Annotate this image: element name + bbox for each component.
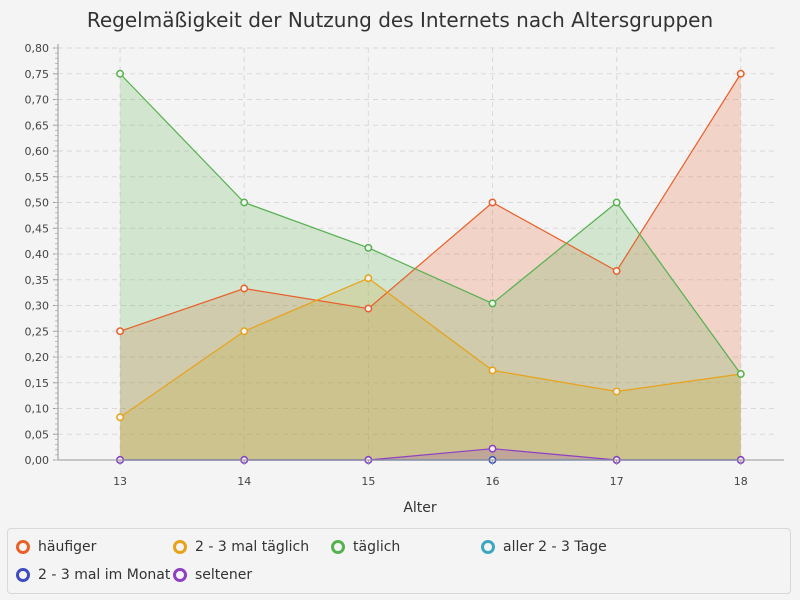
y-tick-label: 0,65 [25,119,50,132]
data-point [488,299,497,308]
y-tick-label: 0,00 [25,454,50,467]
data-point [612,267,621,275]
legend-item: häufiger [16,539,96,555]
y-tick-label: 0,05 [25,428,50,441]
data-point [612,198,621,207]
grid-lines [58,47,778,460]
x-tick-label: 15 [361,475,375,488]
axes: 0,00 0,05 0,10 0,15 0,20 0,25 0,30 0,35 0,40 0,45… [25,42,784,488]
y-tick-label: 0,45 [25,222,50,235]
area-2 [120,73,741,460]
data-point [240,284,249,293]
data-point [612,387,621,396]
x-tick-label: 13 [113,475,127,488]
y-tick-label: 0,15 [25,377,50,390]
data-point [736,370,745,378]
y-tick-label: 0,20 [25,351,50,364]
x-tick-label: 18 [734,475,748,488]
legend-item: 2 - 3 mal im Monat [16,567,170,583]
y-tick-label: 0,50 [25,197,50,210]
y-tick-label: 0,10 [25,403,50,416]
x-tick-label: 16 [485,475,499,488]
legend-marker-icon [16,568,30,582]
data-point [364,274,373,283]
y-tick-label: 0,70 [25,94,50,107]
area-chart: 0,00 0,05 0,10 0,15 0,20 0,25 0,30 0,35 0,40 0,45… [25,42,784,516]
legend-label: seltener [195,567,253,583]
y-tick-label: 0,30 [25,300,50,313]
legend-marker-icon [481,540,495,554]
data-point [240,198,249,207]
legend-item: 2 - 3 mal täglich [173,539,309,555]
legend-label: täglich [353,539,401,555]
legend-label: 2 - 3 mal täglich [195,539,310,555]
legend-item: täglich [331,539,400,555]
data-point [488,444,497,453]
data-point [116,69,125,78]
y-tick-label: 0,75 [25,68,50,81]
data-point [364,243,373,252]
area-fills [120,73,741,460]
y-tick-label: 0,35 [25,274,50,287]
legend: häufiger 2 - 3 mal täglich täglich aller 2 … [7,528,791,594]
data-point [116,413,125,422]
legend-item: aller 2 - 3 Tage [481,539,607,555]
legend-label: 2 - 3 mal im Monat [38,567,171,583]
legend-marker-icon [173,540,187,554]
legend-label: aller 2 - 3 Tage [503,539,607,555]
data-point [240,327,249,336]
legend-item: seltener [173,567,252,583]
data-point [488,198,497,207]
chart-title: Regelmäßigkeit der Nutzung des Internets… [86,8,714,32]
y-tick-label: 0,55 [25,171,50,184]
data-point [736,69,745,78]
data-point [116,327,125,336]
legend-marker-icon [331,540,345,554]
series-line-2 [119,73,742,375]
area-0 [120,73,741,460]
x-tick-label: 17 [610,475,624,488]
y-tick-label: 0,60 [25,145,50,158]
x-tick-label: 14 [237,475,251,488]
y-tick-label: 0,40 [25,248,50,261]
series-line-1 [119,277,741,418]
legend-marker-icon [16,540,30,554]
y-tick-label: 0,80 [25,42,50,55]
x-axis-label: Alter [403,500,437,516]
series-line-0 [119,73,742,332]
data-point [488,366,497,375]
y-tick-label: 0,25 [25,325,50,338]
legend-marker-icon [173,568,187,582]
legend-label: häufiger [38,539,97,555]
area-1 [120,278,741,460]
data-point [364,304,373,313]
